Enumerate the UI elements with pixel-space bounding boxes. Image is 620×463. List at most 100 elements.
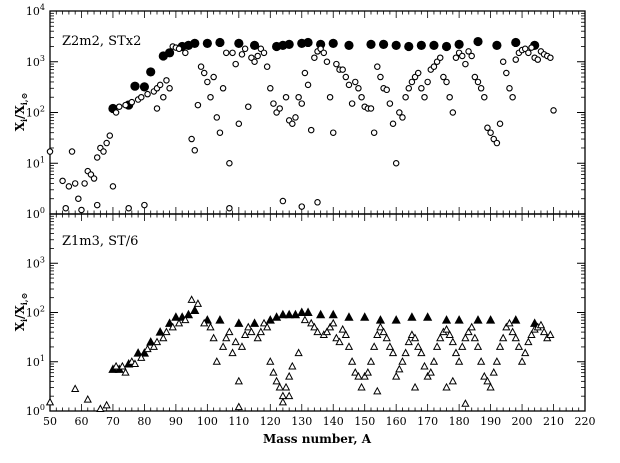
filled-triangle-point <box>391 315 401 324</box>
open-triangle-point <box>536 320 546 329</box>
x-tick-label: 190 <box>480 415 501 428</box>
open-circle-point <box>333 60 340 68</box>
open-triangle-point <box>159 333 168 342</box>
open-triangle-point <box>285 391 294 400</box>
open-circle-point <box>115 103 123 110</box>
open-triangle-point <box>432 342 442 350</box>
open-circle-point <box>93 154 101 161</box>
open-triangle-point <box>313 327 322 336</box>
filled-triangle-point <box>271 312 282 321</box>
open-circle-point <box>238 51 246 58</box>
open-circle-point <box>106 132 114 139</box>
open-circle-point <box>512 56 520 63</box>
open-triangle-point <box>351 368 360 376</box>
open-triangle-point <box>546 330 555 338</box>
filled-circle-point <box>404 41 414 52</box>
x-tick-label: 210 <box>543 415 564 428</box>
open-circle-point <box>468 52 475 60</box>
open-circle-point <box>424 78 431 86</box>
filled-circle-point <box>441 41 452 52</box>
open-circle-point <box>370 129 378 136</box>
open-circle-point <box>323 58 331 65</box>
y-tick-label: 102 <box>26 305 45 320</box>
open-triangle-point <box>263 322 272 331</box>
open-triangle-point <box>410 382 420 391</box>
open-circle-point <box>263 63 271 70</box>
open-circle-point <box>326 93 334 101</box>
filled-triangle-point <box>146 337 156 346</box>
open-triangle-point <box>410 333 420 342</box>
open-circle-point <box>260 49 268 57</box>
filled-triangle-point <box>423 312 433 321</box>
open-circle-point <box>46 148 54 155</box>
x-tick-label: 160 <box>386 415 407 428</box>
x-tick-label: 150 <box>354 415 375 428</box>
filled-circle-point <box>429 40 439 50</box>
open-circle-point <box>307 126 315 134</box>
open-circle-point <box>251 58 258 65</box>
open-circle-point <box>474 78 482 86</box>
open-triangle-point <box>209 333 218 342</box>
open-circle-point <box>103 139 110 147</box>
open-circle-point <box>298 203 306 210</box>
open-triangle-point <box>96 404 105 412</box>
open-circle-point <box>525 49 532 57</box>
open-circle-point <box>499 58 507 65</box>
open-circle-point <box>81 180 88 187</box>
open-triangle-point <box>259 318 269 327</box>
x-tick-label: 100 <box>197 415 218 428</box>
open-triangle-point <box>451 348 461 357</box>
open-circle-point <box>550 107 557 114</box>
open-triangle-point <box>505 318 514 327</box>
open-circle-point <box>210 73 217 81</box>
y-tick-label: 101 <box>26 354 45 369</box>
open-triangle-point <box>240 330 250 338</box>
filled-triangle-point <box>265 315 275 324</box>
open-circle-point <box>197 63 205 70</box>
open-triangle-point <box>332 333 341 342</box>
open-circle-point <box>68 148 76 155</box>
open-circle-point <box>156 81 164 89</box>
open-triangle-point <box>423 371 432 380</box>
open-circle-point <box>188 135 195 143</box>
open-circle-point <box>144 90 151 98</box>
filled-circle-point <box>328 38 338 48</box>
filled-triangle-point <box>473 315 483 324</box>
open-circle-point <box>194 101 202 109</box>
filled-triangle-point <box>375 315 386 324</box>
filled-circle-point <box>303 37 313 48</box>
open-circle-point <box>163 77 170 84</box>
open-triangle-point <box>341 330 350 338</box>
filled-circle-point <box>234 38 244 48</box>
open-triangle-point <box>222 333 231 342</box>
open-triangle-point <box>429 357 439 365</box>
open-circle-point <box>226 204 233 212</box>
open-triangle-point <box>521 348 530 357</box>
filled-circle-point <box>164 48 175 58</box>
open-triangle-point <box>181 315 190 324</box>
filled-triangle-point <box>171 312 181 321</box>
open-triangle-point <box>45 397 55 406</box>
open-triangle-point <box>102 400 111 409</box>
open-triangle-point <box>445 330 454 338</box>
y-tick-label: 100 <box>26 206 45 221</box>
open-circle-point <box>292 114 299 121</box>
bottom-y-denominator-sub: i,⊙ <box>19 293 29 306</box>
open-triangle-point <box>395 364 404 373</box>
open-circle-point <box>392 160 400 167</box>
open-triangle-point <box>448 337 457 346</box>
top-data-marks <box>46 36 557 214</box>
x-axis-title: Mass number, A <box>263 432 372 446</box>
bottom-y-numerator: X <box>13 321 27 331</box>
bottom-panel-label: Z1m3, ST/6 <box>62 234 138 249</box>
open-triangle-point <box>363 368 372 376</box>
open-circle-point <box>166 85 173 92</box>
open-circle-point <box>100 148 107 155</box>
x-tick-label: 170 <box>417 415 438 428</box>
open-triangle-point <box>130 359 140 368</box>
open-triangle-point <box>193 299 203 307</box>
y-tick-label: 100 <box>26 403 45 418</box>
open-circle-point <box>459 52 466 60</box>
open-circle-point <box>207 93 214 101</box>
open-circle-point <box>528 44 535 51</box>
